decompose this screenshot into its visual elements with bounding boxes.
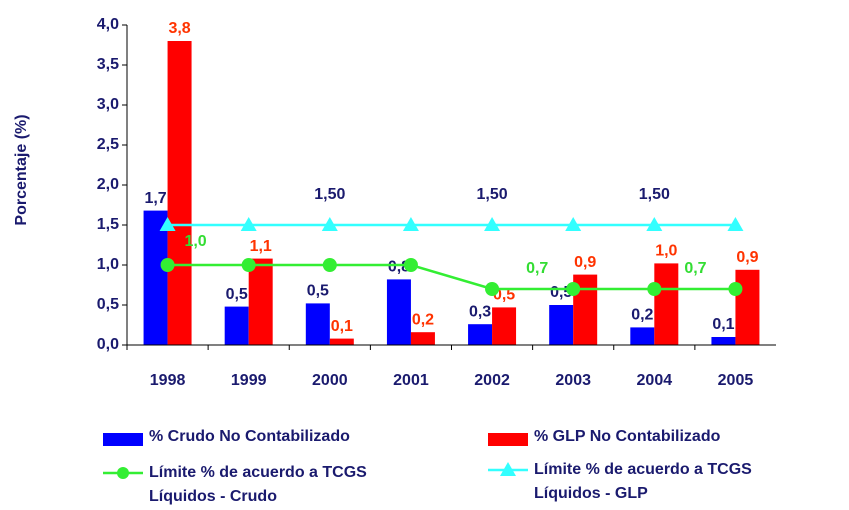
data-label: 0,5 bbox=[307, 283, 329, 300]
marker bbox=[646, 217, 663, 231]
marker bbox=[727, 217, 744, 231]
bar bbox=[468, 324, 493, 345]
data-label: 0,7 bbox=[526, 260, 548, 277]
marker bbox=[321, 217, 338, 231]
data-label: 0,9 bbox=[736, 249, 758, 266]
data-label: 3,8 bbox=[168, 20, 190, 37]
y-tick-label: 0,5 bbox=[97, 296, 119, 313]
x-tick-label: 2004 bbox=[637, 372, 673, 389]
x-tick-label: 2002 bbox=[474, 372, 510, 389]
data-label: 0,7 bbox=[684, 260, 706, 277]
data-label: 0,1 bbox=[712, 316, 734, 333]
data-label: 0,5 bbox=[226, 286, 248, 303]
legend-swatch bbox=[488, 433, 528, 446]
x-tick-label: 2000 bbox=[312, 372, 348, 389]
chart: Porcentaje (%) 0,0 0,5 1,0 1,5 2,0 2,5 3,0 3,5 4… bbox=[13, 16, 776, 389]
swatch-marker bbox=[117, 467, 129, 479]
data-label: 0,2 bbox=[412, 311, 434, 328]
legend-label: % GLP No Contabilizado bbox=[534, 428, 721, 445]
y-tick-label: 2,0 bbox=[97, 176, 119, 193]
y-tick-label: 0,0 bbox=[97, 336, 119, 353]
legend-label: % Crudo No Contabilizado bbox=[149, 428, 350, 445]
bar bbox=[492, 307, 517, 345]
x-tick-label: 1999 bbox=[231, 372, 267, 389]
marker bbox=[565, 217, 582, 231]
marker bbox=[322, 258, 337, 272]
swatch bbox=[103, 433, 143, 446]
marker bbox=[402, 217, 419, 231]
data-label: 0,9 bbox=[574, 254, 596, 271]
data-label: 1,50 bbox=[314, 186, 345, 203]
marker bbox=[241, 258, 256, 272]
marker bbox=[160, 258, 175, 272]
legend-label: Límite % de acuerdo a TCGS Líquidos - Cr… bbox=[149, 464, 367, 505]
y-tick-label: 4,0 bbox=[97, 16, 119, 33]
bar bbox=[167, 41, 192, 345]
bar bbox=[735, 269, 760, 345]
data-label: 0,1 bbox=[331, 318, 353, 335]
marker bbox=[566, 282, 581, 296]
y-tick-label: 3,0 bbox=[97, 96, 119, 113]
data-label: 1,50 bbox=[639, 186, 670, 203]
bar bbox=[248, 258, 273, 345]
data-label: 1,50 bbox=[476, 186, 507, 203]
x-tick-label: 2005 bbox=[718, 372, 754, 389]
bar bbox=[711, 337, 736, 345]
data-label: 1,1 bbox=[250, 238, 272, 255]
bar bbox=[224, 306, 249, 345]
marker bbox=[728, 282, 743, 296]
y-tick-label: 1,0 bbox=[97, 256, 119, 273]
bar bbox=[386, 279, 411, 345]
line bbox=[167, 263, 736, 291]
y-axis-label: Porcentaje (%) bbox=[13, 114, 30, 225]
legend-swatch bbox=[103, 467, 143, 479]
swatch-marker bbox=[500, 462, 516, 476]
y-tick-label: 2,5 bbox=[97, 136, 119, 153]
x-tick-label: 2001 bbox=[393, 372, 429, 389]
bar bbox=[630, 327, 655, 345]
bar bbox=[329, 338, 354, 345]
x-tick-label: 2003 bbox=[555, 372, 591, 389]
data-label: 1,7 bbox=[144, 190, 166, 207]
bar bbox=[305, 303, 330, 345]
data-label: 0,2 bbox=[631, 307, 653, 324]
swatch bbox=[488, 433, 528, 446]
marker bbox=[240, 217, 257, 231]
bar bbox=[143, 210, 168, 345]
bar bbox=[654, 263, 679, 345]
data-label: 1,0 bbox=[655, 243, 677, 260]
legend-label: Límite % de acuerdo a TCGS Líquidos - GL… bbox=[534, 461, 752, 502]
legend-swatch bbox=[488, 462, 528, 476]
marker bbox=[403, 258, 418, 272]
marker bbox=[159, 217, 176, 231]
x-tick-label: 1998 bbox=[150, 372, 186, 389]
legend-swatch bbox=[103, 433, 143, 446]
data-label: 0,3 bbox=[469, 303, 491, 320]
y-tick-label: 1,5 bbox=[97, 216, 119, 233]
marker bbox=[484, 217, 501, 231]
bar bbox=[549, 305, 574, 345]
marker bbox=[485, 282, 500, 296]
marker bbox=[647, 282, 662, 296]
data-label: 1,0 bbox=[184, 233, 206, 250]
bar bbox=[410, 332, 435, 345]
y-tick-label: 3,5 bbox=[97, 56, 119, 73]
